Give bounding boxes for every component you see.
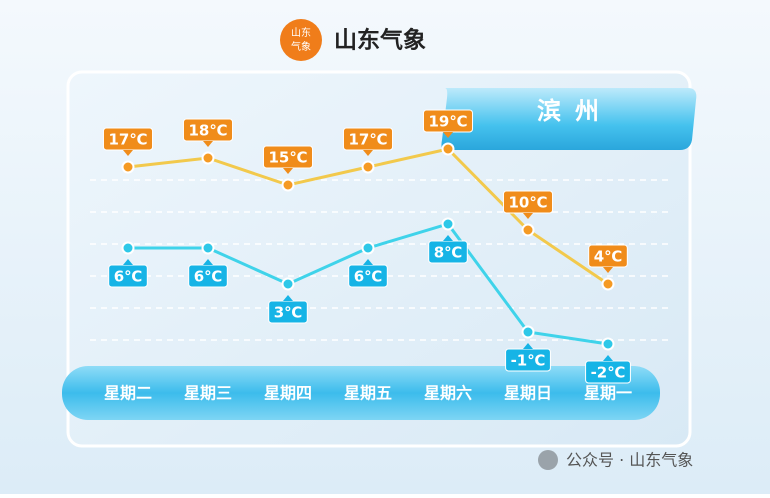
x-tick-label: 星期一 bbox=[584, 384, 632, 403]
value-label: 8℃ bbox=[434, 244, 463, 262]
value-label: 15℃ bbox=[268, 149, 307, 167]
point bbox=[601, 277, 615, 291]
category-strip bbox=[62, 366, 660, 420]
value-label: 6℃ bbox=[354, 268, 383, 286]
value-label-pointer bbox=[123, 150, 133, 156]
chart-title: 滨州 bbox=[537, 97, 613, 125]
wechat-icon bbox=[538, 450, 558, 470]
point bbox=[121, 160, 135, 174]
value-label: 4℃ bbox=[594, 248, 623, 266]
value-label: 3℃ bbox=[274, 304, 303, 322]
value-label-pointer bbox=[523, 343, 533, 349]
x-tick-label: 星期四 bbox=[264, 384, 312, 403]
point bbox=[521, 223, 535, 237]
x-tick-label: 星期日 bbox=[504, 384, 552, 403]
brand: 山东气象 bbox=[334, 27, 426, 54]
value-label-pointer bbox=[603, 355, 613, 361]
value-label-pointer bbox=[363, 259, 373, 265]
point bbox=[441, 142, 455, 156]
value-label: -1℃ bbox=[511, 352, 546, 370]
point bbox=[601, 337, 615, 351]
point bbox=[201, 151, 215, 165]
value-label: 17℃ bbox=[348, 131, 387, 149]
value-label-pointer bbox=[443, 235, 453, 241]
value-label-pointer bbox=[203, 141, 213, 147]
x-tick-label: 星期二 bbox=[104, 384, 152, 403]
point bbox=[281, 277, 295, 291]
value-label-pointer bbox=[443, 132, 453, 138]
title-ribbon bbox=[441, 88, 697, 150]
x-tick-label: 星期三 bbox=[184, 384, 232, 403]
x-tick-label: 星期五 bbox=[344, 384, 392, 403]
value-label: 6℃ bbox=[114, 268, 143, 286]
point bbox=[521, 325, 535, 339]
value-label-pointer bbox=[283, 295, 293, 301]
value-label: 19℃ bbox=[428, 113, 467, 131]
point bbox=[121, 241, 135, 255]
value-label-pointer bbox=[283, 168, 293, 174]
value-label: 18℃ bbox=[188, 122, 227, 140]
logo-text: 气象 bbox=[291, 40, 311, 53]
logo-text: 山东 bbox=[291, 26, 311, 39]
value-label-pointer bbox=[523, 213, 533, 219]
value-label: 17℃ bbox=[108, 131, 147, 149]
point bbox=[201, 241, 215, 255]
value-label-pointer bbox=[123, 259, 133, 265]
point bbox=[441, 217, 455, 231]
value-label: 10℃ bbox=[508, 194, 547, 212]
value-label-pointer bbox=[603, 267, 613, 273]
point bbox=[281, 178, 295, 192]
point bbox=[361, 241, 375, 255]
logo bbox=[280, 19, 322, 61]
x-tick-label: 星期六 bbox=[424, 384, 472, 403]
value-label-pointer bbox=[203, 259, 213, 265]
value-label: -2℃ bbox=[591, 364, 626, 382]
watermark: 公众号 · 山东气象 bbox=[566, 451, 693, 470]
value-label: 6℃ bbox=[194, 268, 223, 286]
value-label-pointer bbox=[363, 150, 373, 156]
point bbox=[361, 160, 375, 174]
